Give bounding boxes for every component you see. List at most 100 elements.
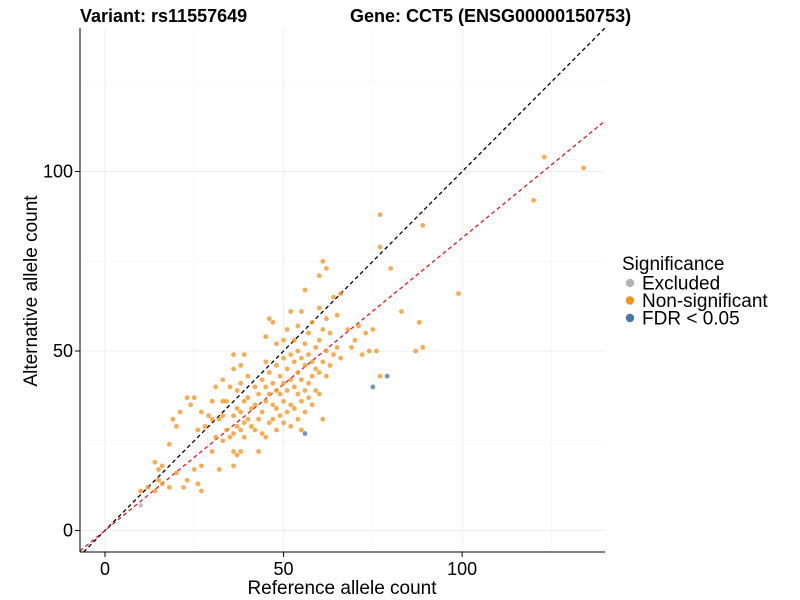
data-point-non-significant xyxy=(238,380,244,386)
data-point-non-significant xyxy=(284,409,290,415)
data-point-non-significant xyxy=(152,488,158,494)
data-point-non-significant xyxy=(245,395,251,401)
data-point-non-significant xyxy=(302,287,308,293)
data-point-non-significant xyxy=(399,309,404,314)
data-point-non-significant xyxy=(274,341,279,347)
data-point-non-significant xyxy=(295,348,301,354)
data-point-non-significant xyxy=(170,416,176,422)
data-point-non-significant xyxy=(316,305,322,311)
data-point-non-significant xyxy=(266,420,272,426)
data-point-non-significant xyxy=(181,484,186,490)
data-point-non-significant xyxy=(231,413,236,419)
x-tick-label: 100 xyxy=(447,559,477,579)
data-point-non-significant xyxy=(352,337,358,343)
x-tick-label: 50 xyxy=(274,559,294,579)
data-point-non-significant xyxy=(227,434,233,440)
data-point-non-significant xyxy=(227,384,233,390)
data-point-non-significant xyxy=(334,345,340,350)
data-point-non-significant xyxy=(345,327,351,332)
data-point-non-significant xyxy=(231,431,236,436)
data-point-non-significant xyxy=(299,427,304,433)
data-point-non-significant xyxy=(138,488,144,494)
data-point-non-significant xyxy=(191,467,197,472)
legend-label-excluded: Excluded xyxy=(642,274,720,295)
data-point-non-significant xyxy=(249,406,254,411)
data-point-non-significant xyxy=(159,481,165,487)
data-point-non-significant xyxy=(306,330,311,336)
data-point-non-significant xyxy=(331,294,336,300)
data-point-non-significant xyxy=(324,316,329,322)
gridlines xyxy=(80,28,605,552)
data-point-non-significant xyxy=(152,459,158,465)
x-tick-label: 0 xyxy=(100,559,110,579)
data-point-non-significant xyxy=(252,402,258,408)
legend: Significance ExcludedNon-significantFDR … xyxy=(622,254,768,330)
data-point-non-significant xyxy=(313,366,319,372)
axes xyxy=(79,28,605,553)
y-tick-label: 50 xyxy=(53,341,73,361)
data-point-non-significant xyxy=(174,470,179,476)
legend-label-fdr-0-05: FDR < 0.05 xyxy=(642,309,740,330)
data-point-non-significant xyxy=(299,377,304,383)
data-point-non-significant xyxy=(302,388,308,393)
data-point-non-significant xyxy=(295,391,301,397)
data-point-non-significant xyxy=(156,477,161,483)
data-point-non-significant xyxy=(356,323,361,329)
data-point-non-significant xyxy=(245,373,251,379)
data-point-non-significant xyxy=(284,388,290,393)
data-point-non-significant xyxy=(209,398,215,404)
data-point-non-significant xyxy=(274,406,279,411)
data-point-non-significant xyxy=(320,258,326,264)
data-point-non-significant xyxy=(359,352,365,358)
data-point-non-significant xyxy=(277,413,283,419)
data-point-non-significant xyxy=(320,327,326,332)
data-point-non-significant xyxy=(316,370,322,375)
data-point-non-significant xyxy=(188,402,194,408)
y-axis-title: Alternative allele count xyxy=(21,195,42,387)
data-point-non-significant xyxy=(295,370,301,375)
data-point-non-significant xyxy=(216,467,222,472)
data-point-non-significant xyxy=(284,366,290,372)
data-point-non-significant xyxy=(216,416,222,422)
data-point-non-significant xyxy=(299,355,304,361)
data-point-non-significant xyxy=(327,362,333,368)
data-point-non-significant xyxy=(456,291,461,296)
data-point-non-significant xyxy=(388,266,394,271)
data-point-non-significant xyxy=(231,366,236,372)
data-point-non-significant xyxy=(541,154,547,160)
data-point-non-significant xyxy=(166,484,172,490)
data-point-non-significant xyxy=(288,423,294,429)
data-point-non-significant xyxy=(241,420,247,426)
data-point-non-significant xyxy=(299,398,304,404)
data-point-non-significant xyxy=(302,409,308,415)
data-point-non-significant xyxy=(174,423,179,429)
data-point-non-significant xyxy=(241,434,247,440)
data-point-non-significant xyxy=(238,362,244,368)
data-point-non-significant xyxy=(220,413,226,419)
data-point-non-significant xyxy=(370,327,376,332)
data-point-non-significant xyxy=(274,427,279,433)
data-point-non-significant xyxy=(334,312,340,318)
data-point-non-significant xyxy=(288,309,294,314)
data-point-non-significant xyxy=(259,409,265,415)
data-point-non-significant xyxy=(277,391,283,397)
reference-lines xyxy=(79,27,606,553)
data-point-non-significant xyxy=(331,352,336,358)
data-point-non-significant xyxy=(263,434,269,440)
data-point-non-significant xyxy=(238,449,244,454)
data-point-non-significant xyxy=(377,244,383,250)
data-point-non-significant xyxy=(256,416,261,422)
data-point-fdr-0-05 xyxy=(370,384,376,390)
data-point-non-significant xyxy=(245,416,251,422)
data-point-non-significant xyxy=(231,463,236,469)
data-point-non-significant xyxy=(220,377,226,383)
data-point-non-significant xyxy=(166,441,172,447)
data-point-non-significant xyxy=(206,413,211,419)
x-axis-title: Reference allele count xyxy=(247,578,437,599)
data-point-non-significant xyxy=(195,481,201,487)
data-point-non-significant xyxy=(295,416,301,422)
data-point-non-significant xyxy=(156,467,161,472)
data-point-fdr-0-05 xyxy=(302,431,308,436)
data-point-non-significant xyxy=(309,359,315,365)
